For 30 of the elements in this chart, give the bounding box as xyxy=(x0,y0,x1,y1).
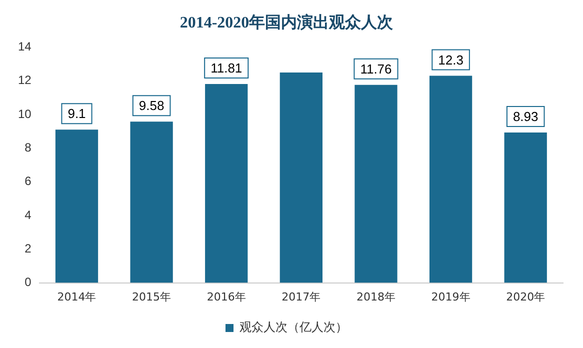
x-tick-label: 2017年 xyxy=(282,290,321,304)
y-tick-label: 12 xyxy=(18,73,32,88)
data-label: 11.76 xyxy=(360,61,392,76)
y-tick-label: 0 xyxy=(24,275,32,290)
y-tick-label: 8 xyxy=(24,140,32,154)
data-label: 12.3 xyxy=(438,52,464,68)
x-tick-label: 2018年 xyxy=(356,290,396,304)
x-tick-label: 2014年 xyxy=(57,290,96,304)
x-tick-label: 2019年 xyxy=(431,290,470,304)
data-label: 9.58 xyxy=(138,98,164,114)
x-tick-label: 2016年 xyxy=(206,290,246,304)
data-label: 9.1 xyxy=(68,106,86,122)
bar xyxy=(354,84,398,283)
y-tick-label: 4 xyxy=(24,208,32,222)
bar xyxy=(130,122,173,283)
bar xyxy=(429,76,472,283)
bar xyxy=(280,72,322,283)
x-tick-label: 2020年 xyxy=(506,290,546,304)
data-label: 8.93 xyxy=(512,109,538,124)
bar xyxy=(504,132,547,283)
y-tick-label: 14 xyxy=(18,40,32,54)
bar xyxy=(205,84,248,283)
bar xyxy=(55,130,98,283)
x-tick-label: 2015年 xyxy=(132,290,172,304)
legend-label: 观众人次（亿人次） xyxy=(240,320,348,334)
data-label: 11.81 xyxy=(210,60,242,76)
chart-title: 2014-2020年国内演出观众人次 xyxy=(180,14,394,32)
y-tick-label: 10 xyxy=(18,106,32,121)
y-tick-label: 2 xyxy=(24,241,32,256)
y-tick-label: 6 xyxy=(24,174,32,188)
